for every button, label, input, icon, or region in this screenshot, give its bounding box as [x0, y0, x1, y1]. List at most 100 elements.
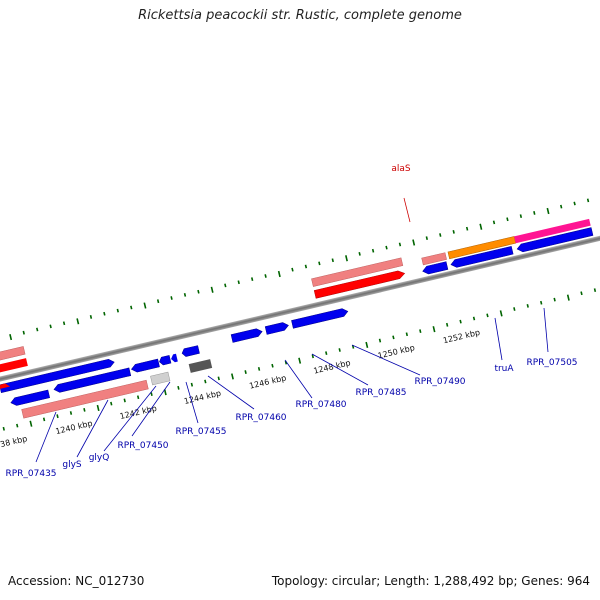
cds-arrow-alaS [313, 270, 406, 299]
tick-mark [358, 252, 361, 256]
gene-leader-line [131, 381, 171, 437]
accession-label: Accession: NC_012730 [8, 574, 145, 588]
gene-label: RPR_07480 [295, 400, 346, 410]
tick-mark [472, 316, 476, 321]
rna-feature [0, 358, 28, 380]
gene-label: RPR_07490 [414, 377, 465, 387]
tick-mark [224, 283, 227, 288]
grey-feature [150, 371, 171, 386]
tick-mark [277, 270, 281, 278]
cds-arrow [450, 246, 514, 268]
gene-label: truA [494, 364, 514, 374]
tick-mark [177, 385, 180, 390]
gene-leader-line [351, 344, 421, 376]
tick-mark [298, 357, 302, 364]
tick-mark [560, 204, 563, 209]
tick-mark [499, 310, 503, 317]
tick-mark [29, 420, 33, 427]
tick-mark [237, 280, 240, 285]
gene-label: alaS [391, 164, 411, 174]
tick-mark [2, 426, 5, 431]
gene-label: glyQ [89, 453, 110, 463]
tick-mark [419, 329, 422, 333]
rna-feature-truA [421, 252, 447, 266]
rna-feature-alaS [311, 257, 404, 287]
rna-feature-glyS [21, 379, 149, 419]
tick-mark [533, 211, 536, 215]
tick-mark [56, 414, 59, 419]
tick-mark [49, 324, 52, 329]
feature-track-outer-upper [0, 218, 594, 380]
gene-leader-line [35, 411, 57, 463]
rna-feature [0, 346, 26, 369]
tick-mark [264, 274, 267, 278]
tick-mark [42, 417, 46, 422]
tick-mark [318, 261, 321, 266]
tick-mark [566, 294, 570, 301]
page-title: Rickettsia peacockii str. Rustic, comple… [138, 8, 462, 23]
cds-arrow [0, 383, 11, 393]
cds-arrow [264, 322, 289, 335]
tick-mark [371, 248, 375, 253]
ruler-label: 1252 kbp [442, 328, 481, 345]
cds-arrow [291, 308, 349, 329]
tick-mark [130, 305, 133, 310]
ruler-label: 1238 kbp [0, 434, 28, 451]
cds-arrow [516, 227, 594, 253]
tick-track-outer [9, 198, 590, 341]
gene-leader-line [207, 375, 255, 410]
tick-mark [304, 264, 308, 269]
tick-mark [123, 398, 126, 403]
cds-arrow [53, 367, 132, 393]
cds-arrow [171, 353, 178, 363]
tick-mark [9, 333, 13, 341]
tick-mark [62, 321, 66, 326]
tick-mark [405, 332, 409, 337]
tick-mark [365, 341, 369, 349]
tick-mark [291, 267, 294, 272]
tick-mark [445, 322, 449, 327]
tick-mark [580, 291, 583, 296]
gene-leaders: alaS truA RPR_07505 RPR_07490 RPR_07485 RPR_0… [5, 164, 577, 479]
tick-mark [452, 229, 455, 234]
tick-mark [311, 354, 314, 359]
genome-stats-label: Topology: circular; Length: 1,288,492 bp… [271, 574, 590, 588]
gene-leader-line [76, 399, 109, 458]
tick-mark [432, 326, 436, 333]
ruler-label: 1250 kbp [377, 343, 416, 360]
tick-mark [210, 286, 214, 293]
tick-mark [385, 245, 388, 250]
tick-mark [546, 207, 550, 215]
tick-mark [392, 335, 395, 340]
gene-label: RPR_07485 [355, 388, 406, 398]
tick-mark [110, 401, 113, 406]
magenta-feature [514, 218, 591, 244]
cds-arrow [230, 328, 263, 343]
tick-mark [412, 239, 416, 246]
tick-mark [398, 242, 402, 247]
tick-mark [586, 198, 590, 203]
tick-mark [439, 233, 442, 237]
tick-mark [183, 292, 187, 297]
tick-mark [338, 348, 341, 352]
gene-label: RPR_07450 [117, 441, 168, 451]
gene-leader-line [403, 197, 411, 223]
tick-mark [540, 300, 543, 305]
ruler-label: 1242 kbp [119, 404, 158, 421]
tick-mark [492, 220, 496, 225]
tick-mark [150, 392, 153, 397]
tick-mark [103, 311, 106, 316]
genome-backbone [0, 214, 600, 403]
tick-mark [593, 288, 597, 293]
ruler-label: 1246 kbp [248, 373, 287, 390]
gene-leader-line [284, 359, 313, 399]
feature-track-inner [0, 308, 349, 419]
tick-mark [465, 226, 469, 231]
gene-label: RPR_07505 [526, 358, 577, 368]
tick-mark [76, 318, 80, 325]
tick-mark [513, 307, 516, 311]
tick-mark [271, 363, 274, 368]
ruler-label: 1240 kbp [55, 419, 94, 436]
tick-mark [506, 217, 509, 222]
